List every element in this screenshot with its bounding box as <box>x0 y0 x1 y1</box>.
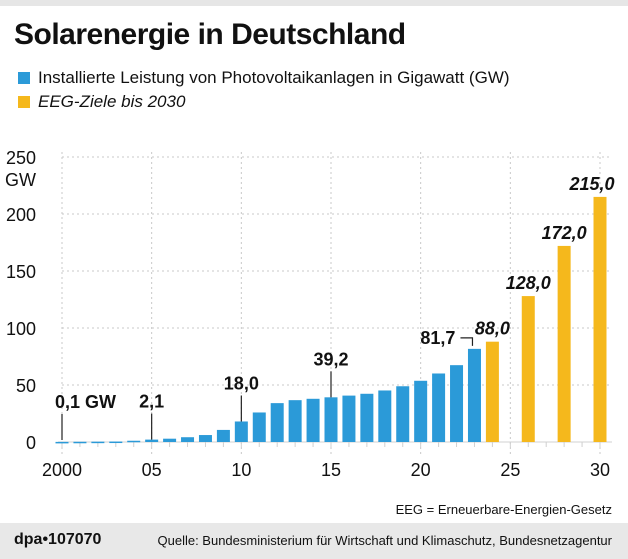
bar-installed <box>467 348 481 442</box>
bar-installed <box>163 438 177 442</box>
source-text: Quelle: Bundesministerium für Wirtschaft… <box>157 533 613 548</box>
legend-label-installed: Installierte Leistung von Photovoltaikan… <box>38 68 510 87</box>
bar-installed <box>252 412 266 442</box>
bar-installed <box>109 441 123 444</box>
legend-item-eeg-targets: EEG-Ziele bis 2030 <box>18 92 185 112</box>
footnote: EEG = Erneuerbare-Energien-Gesetz <box>395 502 612 517</box>
annotation-label: 215,0 <box>568 174 614 194</box>
annotation-label: 0,1 GW <box>55 392 116 412</box>
bar-installed <box>324 397 338 442</box>
bar-installed <box>450 365 464 442</box>
bar-installed <box>288 400 302 442</box>
legend-item-installed: Installierte Leistung von Photovoltaikan… <box>18 68 510 88</box>
x-tick-label: 30 <box>590 460 610 480</box>
y-tick-label: 250 <box>6 148 36 168</box>
annotation-leader <box>460 337 474 346</box>
bar-eeg-target <box>521 296 535 442</box>
bar-installed <box>55 441 69 444</box>
bar-installed <box>414 380 428 442</box>
bar-installed <box>145 439 159 442</box>
bar-installed <box>216 429 230 442</box>
bar-installed <box>198 435 212 442</box>
chart-title: Solarenergie in Deutschland <box>14 18 406 51</box>
annotation-label: 39,2 <box>313 349 348 369</box>
annotation-label: 88,0 <box>475 319 510 339</box>
dpa-brand: dpa•107070 <box>14 531 102 548</box>
bar-installed <box>306 398 320 442</box>
bar-installed <box>360 393 374 442</box>
bar-installed <box>181 437 195 442</box>
footer: dpa•107070 Quelle: Bundesministerium für… <box>0 523 628 559</box>
bar-installed <box>91 441 105 444</box>
y-tick-label: 50 <box>16 376 36 396</box>
x-tick-label: 10 <box>231 460 251 480</box>
x-tick-label: 25 <box>500 460 520 480</box>
top-bar <box>0 0 628 6</box>
y-tick-label: 100 <box>6 319 36 339</box>
y-tick-label: 0 <box>26 433 36 453</box>
bar-installed <box>342 395 356 442</box>
bar-installed <box>127 440 141 443</box>
bar-eeg-target <box>593 196 607 442</box>
bar-installed <box>396 386 410 442</box>
y-unit-label: GW <box>5 170 36 190</box>
bar-installed <box>432 373 446 442</box>
annotation-label: 2,1 <box>139 392 164 412</box>
annotation-label: 172,0 <box>542 223 587 243</box>
annotation-label: 18,0 <box>224 373 259 393</box>
y-tick-label: 150 <box>6 262 36 282</box>
bar-installed <box>378 390 392 442</box>
bar-eeg-target <box>557 245 571 442</box>
legend-label-eeg-targets: EEG-Ziele bis 2030 <box>38 92 186 111</box>
bar-installed <box>73 441 87 444</box>
x-tick-label: 05 <box>142 460 162 480</box>
bar-installed <box>270 403 284 442</box>
x-tick-label: 20 <box>411 460 431 480</box>
bar-eeg-target <box>485 341 499 442</box>
bar-installed <box>234 421 248 442</box>
annotation-label: 128,0 <box>506 273 551 293</box>
x-tick-label: 2000 <box>42 460 82 480</box>
legend-swatch-blue <box>18 72 30 84</box>
y-tick-label: 200 <box>6 205 36 225</box>
annotation-label: 81,7 <box>420 328 455 348</box>
x-tick-label: 15 <box>321 460 341 480</box>
legend-swatch-yellow <box>18 96 30 108</box>
